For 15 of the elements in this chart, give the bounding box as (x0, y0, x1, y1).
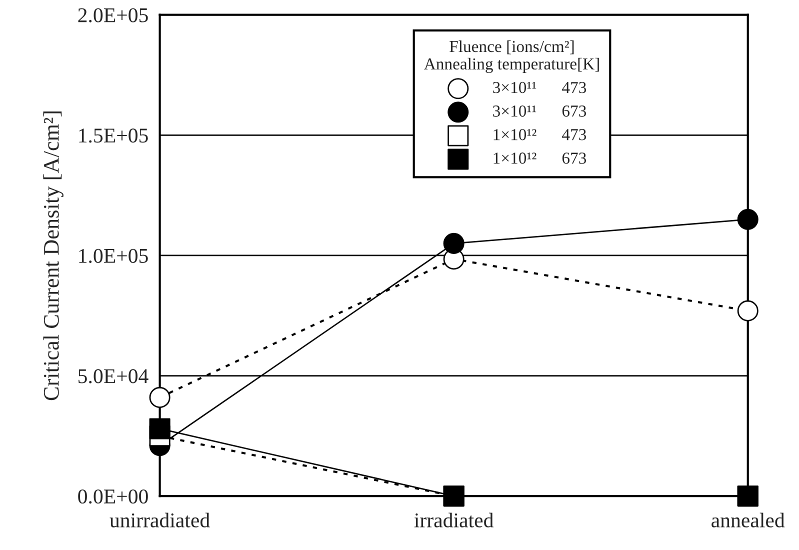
legend-label: 3×10¹¹ 473 (493, 82, 586, 94)
y-tick-label: 0.0E+00 (78, 489, 148, 504)
legend-label: 1×10¹² 473 (494, 129, 586, 140)
y-tick-label: 1.0E+05 (79, 248, 148, 263)
y-tick-label: 1.5E+05 (79, 128, 148, 143)
x-tick-label: unirradiated (110, 512, 210, 528)
y-tick-label: 5.0E+04 (78, 369, 148, 384)
legend-label: 3×10¹¹ 673 (493, 105, 586, 117)
x-tick-label: annealed (712, 512, 785, 528)
y-tick-label: 2.0E+05 (78, 8, 148, 22)
legend-title: Fluence [ions/cm²] Annealing temperature[K] (424, 40, 599, 73)
x-tick-label: irradiated (414, 512, 494, 528)
legend-label: 1×10¹² 673 (494, 152, 586, 164)
y-axis-title: Critical Current Density [A/cm²] (43, 112, 64, 400)
point (149, 418, 170, 440)
